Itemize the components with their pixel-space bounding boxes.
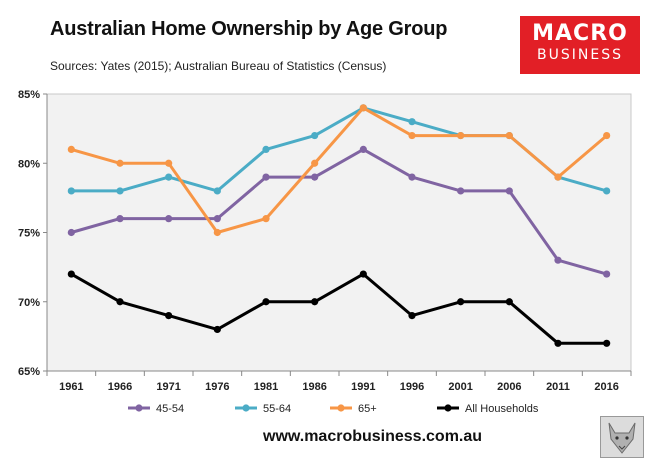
series-line-45-54 [70, 147, 608, 276]
data-point-65- [457, 131, 465, 140]
data-point-45-54 [603, 270, 611, 278]
data-point-55-64 [165, 173, 173, 181]
footer-url[interactable]: www.macrobusiness.com.au [263, 428, 483, 445]
data-point-65- [554, 173, 562, 181]
legend-label-65-: 65+ [358, 403, 377, 415]
data-point-55-64 [262, 145, 270, 153]
data-point-45-54 [165, 215, 173, 223]
data-point-all-households [457, 298, 465, 306]
x-tick-label: 2016 [594, 381, 618, 393]
chart-subtitle: Sources: Yates (2015); Australian Bureau… [50, 59, 387, 73]
x-tick-label: 1961 [59, 381, 83, 393]
y-tick-label: 80% [18, 158, 40, 170]
data-point-65- [116, 159, 124, 167]
data-point-65- [359, 104, 367, 112]
y-tick-label: 65% [18, 366, 40, 378]
legend-marker-65- [337, 404, 345, 412]
x-tick-label: 2006 [497, 381, 521, 393]
x-tick-label: 1971 [156, 381, 180, 393]
data-point-55-64 [67, 187, 75, 195]
data-point-45-54 [311, 173, 319, 181]
data-point-all-households [554, 339, 562, 347]
data-point-55-64 [408, 118, 416, 126]
y-tick-label: 85% [18, 89, 40, 101]
legend-marker-45-54 [135, 404, 143, 412]
data-point-45-54 [505, 187, 513, 195]
y-tick-label: 70% [18, 297, 40, 309]
data-point-45-54 [213, 215, 221, 223]
x-tick-label: 1996 [400, 381, 424, 393]
legend-label-45-54: 45-54 [156, 403, 184, 415]
legend-label-55-64: 55-64 [263, 403, 291, 415]
y-tick-label: 75% [18, 228, 40, 240]
data-point-all-households [213, 325, 221, 334]
data-point-45-54 [457, 187, 465, 195]
data-point-65- [311, 159, 319, 167]
plot-area [46, 93, 632, 372]
series-line-all-households [70, 272, 607, 345]
data-point-65- [505, 131, 513, 140]
data-point-45-54 [359, 145, 367, 153]
x-tick-label: 1976 [205, 381, 229, 393]
data-point-45-54 [262, 173, 270, 181]
data-point-45-54 [554, 256, 562, 264]
data-point-65- [67, 145, 75, 153]
x-tick-label: 2011 [546, 381, 570, 393]
data-point-all-households [165, 312, 173, 320]
x-tick-label: 1966 [108, 381, 132, 393]
legend-marker-55-64 [242, 404, 250, 412]
data-point-55-64 [213, 187, 221, 195]
chart-title: Australian Home Ownership by Age Group [50, 18, 448, 40]
wolf-mascot-icon [600, 416, 644, 458]
x-tick-label: 1981 [254, 381, 278, 393]
data-point-45-54 [67, 228, 75, 237]
data-point-all-households [67, 270, 75, 278]
x-tick-label: 1986 [302, 381, 326, 393]
data-point-all-households [262, 298, 270, 306]
data-point-all-households [505, 298, 513, 306]
data-point-65- [408, 131, 416, 140]
data-point-all-households [603, 339, 611, 347]
x-tick-label: 2001 [448, 381, 472, 393]
data-point-45-54 [116, 215, 124, 223]
data-point-55-64 [311, 131, 319, 140]
x-tick-label: 1991 [351, 381, 375, 393]
data-point-65- [213, 228, 221, 237]
data-point-all-households [359, 270, 367, 278]
macrobusiness-logo[interactable]: MACRO BUSINESS [520, 16, 640, 74]
data-point-55-64 [603, 187, 611, 195]
data-point-65- [262, 215, 270, 223]
data-point-65- [603, 131, 611, 140]
data-point-55-64 [116, 187, 124, 195]
series-line-65- [70, 106, 608, 234]
data-point-all-households [311, 298, 319, 306]
data-point-65- [165, 159, 173, 167]
data-point-all-households [408, 312, 416, 320]
logo-line-2: BUSINESS [537, 47, 623, 63]
legend-marker-all-households [444, 404, 452, 412]
logo-line-1: MACRO [532, 21, 628, 46]
data-point-45-54 [408, 173, 416, 181]
legend-label-all-households: All Households [465, 403, 539, 415]
data-point-all-households [116, 298, 124, 306]
